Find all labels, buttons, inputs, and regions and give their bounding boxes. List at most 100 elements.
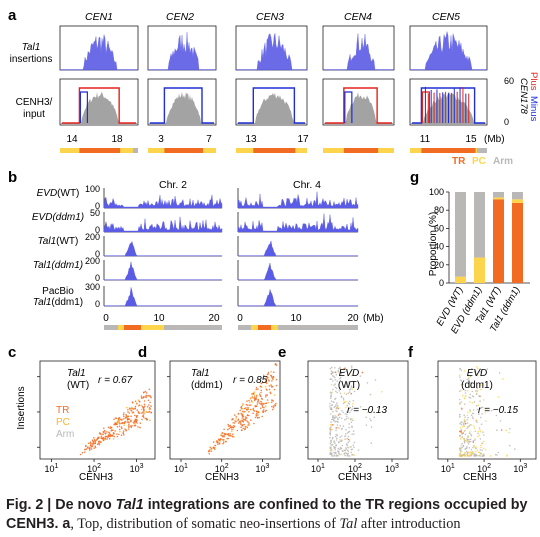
- a-cenh3-tracks: [59, 78, 488, 126]
- scatter-point: [274, 404, 276, 406]
- scatter-point: [260, 391, 262, 394]
- scatter-point: [494, 453, 497, 456]
- scatter-point: [255, 414, 257, 416]
- scatter-point: [331, 417, 334, 419]
- scatter-point: [466, 446, 468, 448]
- scatter-point: [256, 401, 259, 403]
- scatter-point: [342, 411, 345, 414]
- c-title-sub: (WT): [67, 380, 89, 391]
- scatter-point: [351, 417, 353, 420]
- scatter-point: [345, 406, 347, 409]
- scatter-point: [212, 447, 215, 449]
- scatter-point: [336, 434, 339, 437]
- scatter-point: [459, 422, 461, 425]
- scatter-point: [344, 435, 346, 437]
- scatter-point: [145, 417, 148, 420]
- scatter-point: [508, 444, 511, 447]
- scatter-point: [144, 405, 146, 408]
- scatter-point: [460, 369, 463, 372]
- scatter-point: [336, 437, 338, 440]
- scatter-point: [99, 433, 101, 435]
- scatter-point: [253, 410, 256, 412]
- scatter-point: [241, 414, 243, 417]
- scatter-point: [329, 391, 332, 394]
- scatter-point: [330, 439, 333, 442]
- b-x-tick: 20: [347, 313, 359, 324]
- scatter-point: [133, 408, 135, 410]
- scatter-point: [108, 431, 110, 434]
- scatter-point: [244, 418, 247, 420]
- scatter-point: [252, 392, 254, 395]
- scatter-point: [472, 417, 475, 420]
- scatter-point: [134, 400, 137, 403]
- scatter-point: [478, 427, 481, 429]
- scatter-point: [209, 446, 211, 449]
- scatter-point: [248, 424, 251, 426]
- scatter-point: [348, 440, 351, 442]
- scatter-point: [459, 430, 461, 433]
- scatter-point: [479, 438, 482, 440]
- scatter-point: [347, 417, 350, 419]
- scatter-point: [461, 433, 463, 436]
- scatter-point: [468, 447, 471, 449]
- scatter-point: [254, 398, 256, 400]
- scatter-point: [85, 448, 88, 450]
- scatter-point: [339, 366, 341, 369]
- scatter-point: [267, 373, 269, 375]
- scatter-point: [94, 442, 97, 444]
- scatter-point: [369, 393, 372, 396]
- scatter-point: [338, 413, 341, 415]
- scatter-point: [112, 438, 115, 440]
- scatter-point: [253, 397, 255, 399]
- scatter-point: [469, 409, 471, 411]
- scatter-point: [106, 431, 108, 433]
- scatter-point: [349, 400, 351, 403]
- scatter-point: [333, 384, 335, 387]
- scatter-point: [229, 432, 231, 435]
- scatter-point: [342, 425, 345, 428]
- scatter-point: [229, 426, 232, 429]
- scatter-point: [93, 447, 95, 449]
- scatter-point: [255, 394, 258, 396]
- c-r-value: r = 0.67: [98, 375, 133, 386]
- scatter-point: [330, 392, 333, 395]
- scatter-point: [482, 431, 484, 433]
- scatter-point: [90, 448, 93, 450]
- scatter-x-tick-label: 103: [255, 463, 269, 474]
- scatter-point: [128, 423, 130, 426]
- scatter-point: [123, 412, 125, 414]
- scatter-point: [338, 387, 341, 389]
- scatter-x-tick-label: 102: [477, 463, 491, 474]
- scatter-point: [339, 376, 342, 379]
- scatter-point: [94, 446, 97, 449]
- scatter-point: [142, 407, 145, 409]
- scatter-point: [462, 394, 464, 397]
- scatter-x-tick-label: 101: [311, 463, 325, 474]
- scatter-point: [483, 447, 485, 450]
- scatter-point: [345, 418, 348, 420]
- scatter-point: [470, 381, 473, 384]
- a-insertion-tracks: [59, 25, 488, 71]
- scatter-point: [481, 442, 483, 445]
- c-xlabel: CENH3: [79, 472, 113, 483]
- scatter-point: [335, 429, 337, 432]
- c-title: Tal1: [67, 368, 86, 379]
- scatter-point: [341, 427, 344, 430]
- scatter-point: [460, 407, 463, 410]
- scatter-point: [482, 382, 485, 385]
- scatter-point: [350, 386, 353, 389]
- scatter-point: [333, 417, 336, 420]
- scatter-point: [345, 415, 348, 418]
- scatter-point: [264, 385, 267, 388]
- d-r-value: r = 0.85: [233, 375, 268, 386]
- region-bar-tr: [343, 148, 379, 153]
- scatter-point: [246, 409, 248, 411]
- scatter-point: [140, 404, 143, 407]
- scatter-point: [251, 401, 254, 403]
- scatter-point: [227, 423, 229, 426]
- b-row-tick: 0: [95, 249, 100, 259]
- scatter-point: [330, 370, 333, 372]
- scatter-point: [459, 449, 462, 451]
- scatter-point: [482, 406, 484, 409]
- scatter-point: [463, 397, 466, 400]
